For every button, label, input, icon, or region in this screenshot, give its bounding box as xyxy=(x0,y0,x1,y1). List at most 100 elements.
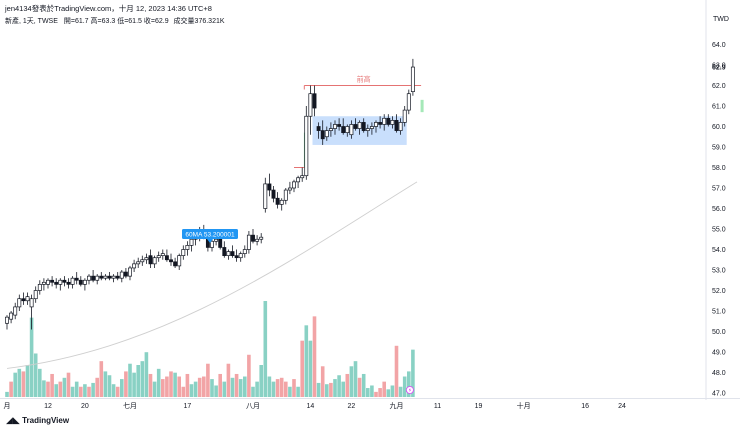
ohlc-high: 高=63.3 xyxy=(90,18,116,25)
volume-bar xyxy=(99,361,104,397)
candle-body xyxy=(333,124,337,129)
volume-bar xyxy=(243,376,247,397)
candle-body xyxy=(263,183,268,209)
x-tick-label: 19 xyxy=(475,403,483,410)
candle-body xyxy=(74,277,79,281)
candle-body xyxy=(324,130,329,138)
candle-body xyxy=(283,189,288,201)
publisher-line: jen4134發表於TradingView.com，十月 12, 2023 14… xyxy=(5,4,212,13)
volume-bar xyxy=(132,372,136,397)
candle-body xyxy=(99,275,104,279)
volume-bar xyxy=(263,301,268,397)
y-tick-label: 52.0 xyxy=(712,288,726,295)
y-tick-label: 51.0 xyxy=(712,309,726,316)
lightning-icon-glyph xyxy=(408,387,412,393)
candle-body xyxy=(390,119,395,125)
volume-bar xyxy=(197,377,202,397)
volume-bar xyxy=(161,379,165,397)
x-tick-label: 12 xyxy=(44,403,52,410)
volume-bar xyxy=(46,381,50,397)
volume-bar xyxy=(251,386,255,397)
y-tick-label: 56.0 xyxy=(712,206,726,213)
volume-bar xyxy=(370,385,374,397)
y-tick-label: 49.0 xyxy=(712,350,726,357)
candle-body xyxy=(374,122,378,127)
candle-body xyxy=(345,126,350,134)
candle-body xyxy=(37,284,42,291)
candle-body xyxy=(17,298,22,308)
volume-bar xyxy=(382,381,386,397)
candle-body xyxy=(82,279,87,285)
volume-bar xyxy=(206,363,210,397)
volume-bar xyxy=(156,368,161,397)
x-tick-label: 22 xyxy=(348,403,356,410)
y-tick-label: 63.0 xyxy=(712,63,726,70)
volume-bar xyxy=(230,377,235,397)
last-price-label: 62.9 xyxy=(712,65,726,72)
candle-body xyxy=(169,259,173,263)
volume-bar xyxy=(120,379,124,397)
volume-bar xyxy=(5,391,9,397)
green-mark xyxy=(420,99,424,113)
candle-body xyxy=(341,126,346,134)
x-tick-label: 十月 xyxy=(517,401,531,410)
volume-bar xyxy=(296,386,300,397)
y-tick-label: 64.0 xyxy=(712,42,726,49)
candle-body xyxy=(62,279,67,283)
ohlc-open: 開=61.7 xyxy=(63,18,89,25)
candle-body xyxy=(173,261,178,267)
y-tick-label: 48.0 xyxy=(712,370,726,377)
volume-bar xyxy=(111,384,116,397)
y-tick-label: 59.0 xyxy=(712,145,726,152)
volume-bar xyxy=(378,388,382,397)
volume-bar xyxy=(349,366,354,397)
volume-bar xyxy=(91,382,95,397)
symbol-line: 新產, 1天, TWSE xyxy=(5,18,58,25)
volume-bar xyxy=(169,371,173,397)
ohlc-close: 收=62.9 xyxy=(143,18,169,25)
candle-body xyxy=(107,275,112,279)
volume-bar xyxy=(107,375,112,397)
candle-body xyxy=(320,130,325,140)
volume-bar xyxy=(124,371,128,397)
candle-body xyxy=(54,281,59,285)
candle-body xyxy=(386,117,391,125)
volume-bar xyxy=(66,372,71,397)
volume-bar xyxy=(411,349,415,397)
candle-body xyxy=(115,275,120,279)
volume-bar xyxy=(226,363,231,397)
candle-body xyxy=(181,249,186,257)
volume-bar xyxy=(308,340,313,397)
volume-bar xyxy=(394,345,399,397)
volume-bar xyxy=(390,385,395,397)
y-tick-label: 61.0 xyxy=(712,104,726,111)
volume-bar xyxy=(337,375,341,397)
candle-body xyxy=(312,93,317,109)
candle-body xyxy=(189,238,194,246)
candle-body xyxy=(410,66,415,93)
volume-bar xyxy=(21,371,26,397)
candle-body xyxy=(398,122,403,131)
candle-body xyxy=(365,128,370,131)
candle-body xyxy=(271,189,276,199)
ma-60-line xyxy=(6,181,418,369)
candle-body xyxy=(41,281,46,285)
candle-body xyxy=(242,249,247,254)
candle-body xyxy=(353,124,358,129)
candle-body xyxy=(251,234,255,242)
volume-bar xyxy=(304,325,309,397)
candle-body xyxy=(328,128,333,131)
candle-body xyxy=(91,275,96,281)
volume-bar xyxy=(177,376,181,397)
candle-body xyxy=(214,238,219,242)
x-tick-label: 24 xyxy=(618,403,626,410)
volume-bar xyxy=(320,366,325,397)
volume-bar xyxy=(247,354,251,397)
volume-bar xyxy=(103,371,108,397)
volume-bar xyxy=(140,361,145,397)
candle-body xyxy=(357,122,362,129)
volume-bar xyxy=(29,317,34,397)
volume-bar xyxy=(325,384,329,397)
volume-bar xyxy=(58,381,63,397)
